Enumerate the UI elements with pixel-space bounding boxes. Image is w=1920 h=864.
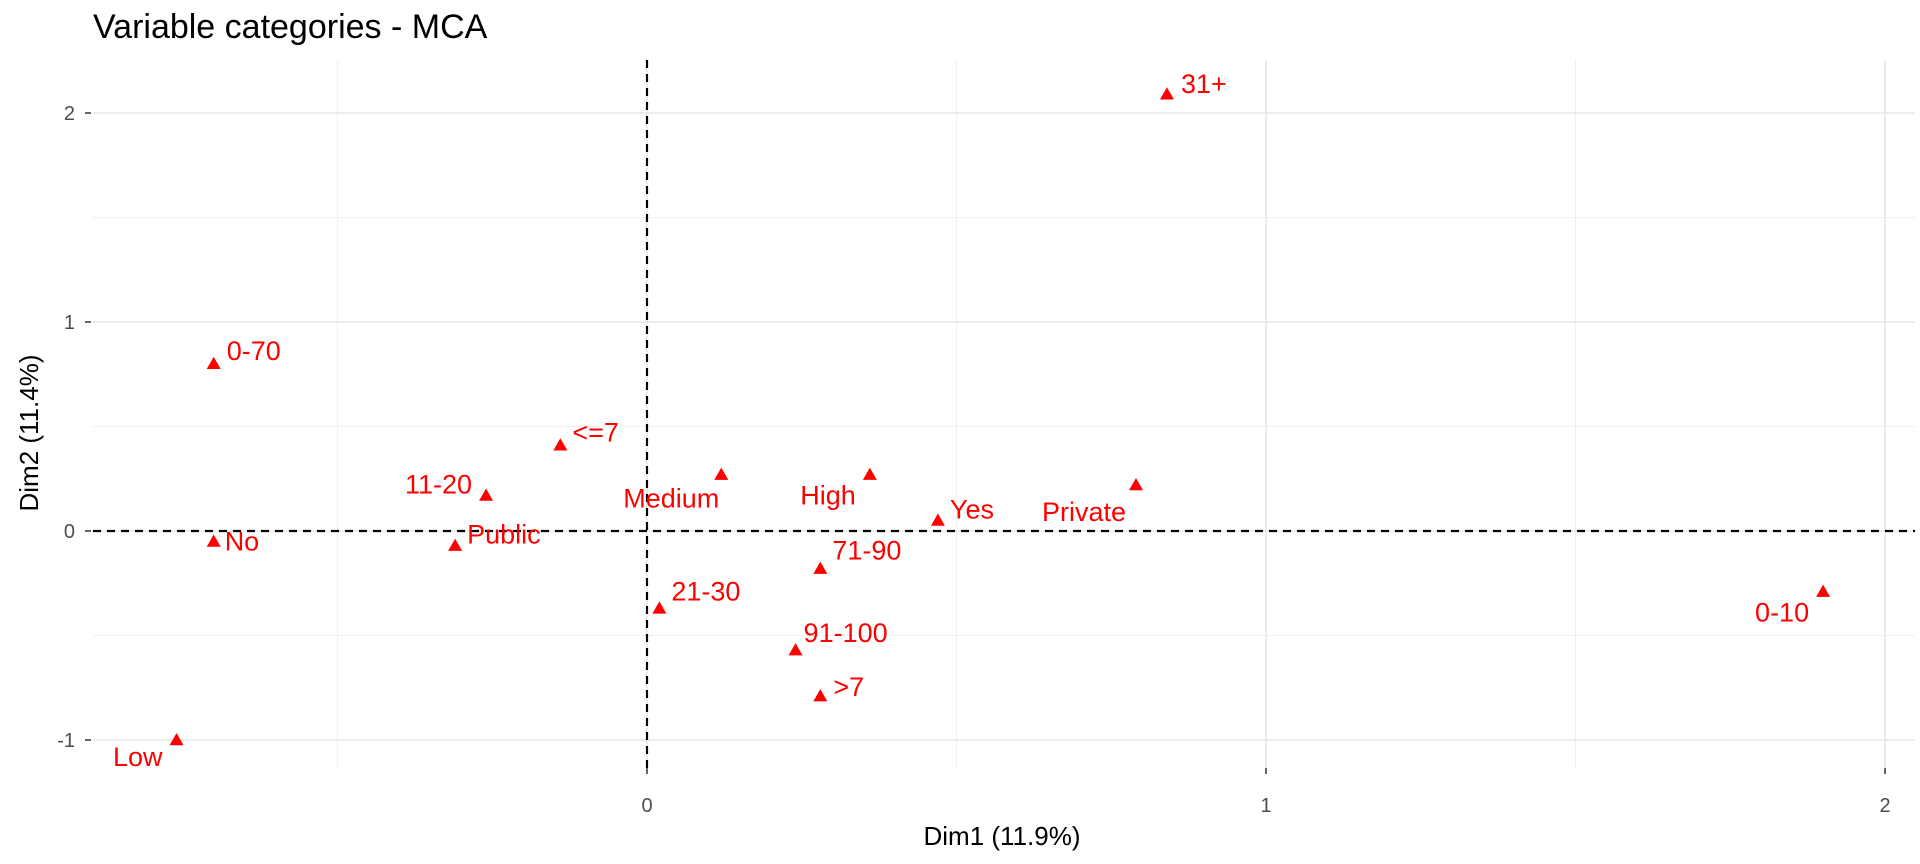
data-point-label: 0-70	[227, 336, 281, 366]
data-point-label: Private	[1042, 497, 1126, 527]
data-points: 31+ 0-70 <=7 11-20 Medium High Private Yes No Pub…	[113, 69, 1831, 772]
data-point-label: 21-30	[671, 576, 740, 606]
y-tick-label: 2	[64, 103, 75, 125]
data-point-marker	[813, 689, 828, 702]
data-point-label: High	[800, 481, 856, 511]
data-point-label: Yes	[950, 495, 994, 525]
x-tick-label: 2	[1879, 795, 1890, 817]
data-point-marker	[1129, 478, 1144, 491]
data-point-marker	[862, 467, 877, 480]
data-point-label: 0-10	[1755, 598, 1809, 628]
data-point-marker	[479, 488, 494, 501]
data-point-marker	[206, 534, 221, 547]
data-point-marker	[1159, 87, 1174, 100]
data-point-marker	[169, 733, 184, 746]
grid-lines	[93, 60, 1915, 768]
chart-title: Variable categories - MCA	[93, 8, 488, 46]
data-point-label: Medium	[623, 484, 719, 514]
y-axis-title: Dim2 (11.4%)	[14, 354, 44, 511]
data-point-marker	[813, 561, 828, 574]
data-point-label: 11-20	[405, 469, 472, 499]
data-point-marker	[652, 601, 667, 614]
x-axis-title: Dim1 (11.9%)	[923, 821, 1080, 851]
y-tick-label: -1	[57, 730, 75, 752]
data-point-label: >7	[833, 672, 864, 702]
data-point-label: 31+	[1181, 69, 1227, 99]
data-point-marker	[1816, 584, 1831, 597]
y-tick-label: 1	[64, 312, 75, 334]
reference-lines	[93, 60, 1915, 768]
data-point-label: 71-90	[832, 536, 901, 566]
data-point-marker	[448, 538, 463, 551]
data-point-marker	[206, 356, 221, 370]
data-point-marker	[714, 467, 729, 480]
x-tick-label: 1	[1260, 795, 1271, 817]
data-point-marker	[788, 643, 803, 656]
data-point-marker	[930, 513, 945, 526]
x-tick-label: 0	[641, 795, 652, 817]
data-point-label: Public	[467, 520, 541, 550]
data-point-label: 91-100	[804, 618, 888, 648]
data-point-label: Low	[113, 742, 163, 772]
data-point-marker	[553, 438, 568, 451]
y-tick-label: 0	[64, 521, 75, 543]
data-point-label: <=7	[572, 417, 619, 447]
axis-ticks: 0 1 2 -1 0 1 2	[57, 103, 1890, 817]
data-point-label: No	[225, 526, 260, 556]
